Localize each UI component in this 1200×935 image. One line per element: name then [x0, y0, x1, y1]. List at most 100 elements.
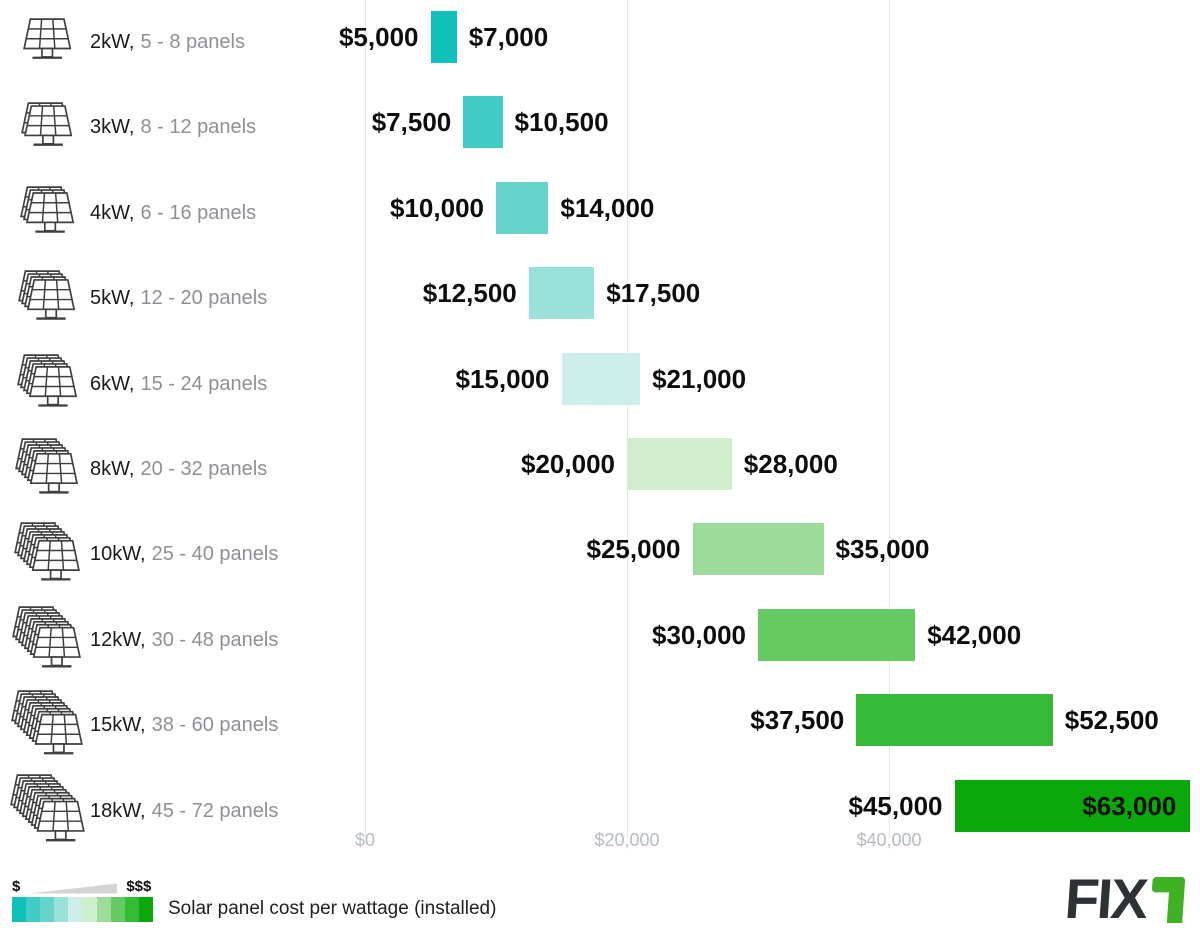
row-panel-count: 5 - 8 panels [140, 31, 245, 53]
row-system-size: 18kW, [90, 799, 146, 822]
chart-row: 6kW, 15 - 24 panels $15,000 $21,000 [0, 342, 1200, 427]
chart-row: 3kW, 8 - 12 panels $7,500 $10,500 [0, 85, 1200, 170]
row-label: 5kW, 12 - 20 panels [90, 256, 267, 341]
solar-panel-stack-icon [15, 438, 79, 494]
cost-range-bar [463, 96, 503, 149]
cost-range-bar [528, 267, 595, 320]
row-label: 12kW, 30 - 48 panels [90, 598, 278, 683]
row-icon [8, 512, 88, 597]
row-panel-count: 12 - 20 panels [140, 287, 268, 310]
color-scale-swatch [54, 897, 69, 922]
x-axis-tick-label: $40,000 [856, 830, 922, 850]
color-scale-swatch [26, 897, 41, 922]
row-label: 2kW, 5 - 8 panels [90, 0, 245, 85]
solar-panel-stack-icon [12, 606, 82, 668]
solar-panel-stack-icon [16, 354, 77, 407]
logo-mirrored-r-icon [1151, 877, 1186, 923]
row-icon [8, 427, 88, 512]
min-cost-label: $12,500 [422, 278, 517, 309]
row-icon [8, 256, 88, 341]
cost-range-bar [627, 438, 732, 490]
min-cost-label: $45,000 [848, 790, 943, 821]
row-system-size: 3kW, [90, 116, 135, 139]
row-panel-count: 8 - 12 panels [140, 116, 257, 139]
row-panel-count: 38 - 60 panels [151, 714, 279, 737]
cost-range-bar [856, 694, 1053, 747]
cost-range-bar [954, 779, 1191, 832]
max-cost-label: $7,000 [468, 22, 549, 52]
gridline [365, 0, 366, 838]
max-cost-label: $35,000 [835, 534, 930, 565]
legend-max-symbol: $$$ [126, 878, 152, 895]
row-system-size: 6kW, [90, 372, 135, 395]
chart-row: 5kW, 12 - 20 panels $12,500 $17,500 [0, 256, 1200, 341]
min-cost-label: $5,000 [338, 22, 419, 52]
max-cost-label: $14,000 [560, 192, 655, 223]
max-cost-label: $21,000 [652, 363, 747, 394]
row-label: 18kW, 45 - 72 panels [90, 769, 278, 854]
row-panel-count: 15 - 24 panels [140, 372, 268, 395]
legend-min-symbol: $ [12, 878, 21, 895]
color-scale-swatch [124, 897, 139, 922]
legend: $ $$$ [12, 876, 153, 922]
min-cost-label: $10,000 [390, 192, 484, 223]
solar-panel-stack-icon [13, 522, 80, 581]
row-label: 10kW, 25 - 40 panels [90, 512, 278, 597]
chart-caption: Solar panel cost per wattage (installed) [168, 898, 497, 919]
min-cost-label: $37,500 [750, 705, 845, 736]
color-scale-swatch [68, 897, 83, 922]
cost-range-bar [692, 523, 824, 576]
min-cost-label: $25,000 [586, 534, 681, 565]
cost-range-bar [561, 352, 641, 405]
row-icon [8, 85, 88, 170]
x-axis-tick-label: $20,000 [594, 830, 660, 850]
row-label: 15kW, 38 - 60 panels [90, 683, 278, 768]
chart-row: 10kW, 25 - 40 panels $25,000 $35,000 [0, 512, 1200, 597]
row-panel-count: 6 - 16 panels [140, 201, 257, 224]
color-scale-swatch [110, 897, 125, 922]
row-icon [8, 683, 88, 768]
max-cost-label: $17,500 [606, 278, 701, 309]
row-system-size: 12kW, [90, 628, 146, 651]
color-scale-swatch [40, 897, 55, 922]
gridline [889, 0, 890, 838]
max-cost-label: $28,000 [743, 449, 838, 479]
price-scale: $ $$$ [12, 876, 153, 894]
row-system-size: 15kW, [90, 714, 146, 737]
row-icon [8, 171, 88, 256]
chart-row: 4kW, 6 - 16 panels $10,000 $14,000 [0, 171, 1200, 256]
row-system-size: 10kW, [90, 543, 146, 566]
solar-panel-stack-icon [9, 773, 85, 842]
color-scale-swatch [138, 897, 153, 922]
max-cost-label: $52,500 [1064, 705, 1159, 736]
row-icon [8, 769, 88, 854]
solar-panel-stack-icon [19, 186, 75, 233]
color-scale-swatch [12, 897, 27, 922]
row-label: 8kW, 20 - 32 panels [90, 427, 267, 512]
min-cost-label: $7,500 [371, 107, 452, 138]
fixr-logo: FIX [1063, 867, 1186, 930]
row-system-size: 5kW, [90, 287, 135, 310]
min-cost-label: $20,000 [521, 449, 615, 479]
solar-panel-stack-icon [22, 18, 72, 60]
row-icon [8, 598, 88, 683]
chart-row: 2kW, 5 - 8 panels $5,000 $7,000 [0, 0, 1200, 85]
row-label: 3kW, 8 - 12 panels [90, 85, 256, 170]
row-panel-count: 20 - 32 panels [140, 458, 268, 480]
cost-range-bar [496, 181, 549, 234]
row-system-size: 8kW, [90, 458, 135, 480]
max-cost-label: $63,000 [1082, 790, 1177, 821]
row-label: 6kW, 15 - 24 panels [90, 342, 267, 427]
row-system-size: 4kW, [90, 201, 135, 224]
color-scale-strip [12, 897, 153, 922]
color-scale-swatch [82, 897, 97, 922]
chart-row: 15kW, 38 - 60 panels $37,500 $52,500 [0, 683, 1200, 768]
chart-row: 8kW, 20 - 32 panels $20,000 $28,000 [0, 427, 1200, 512]
solar-panel-stack-icon [21, 102, 73, 147]
chart-row: 18kW, 45 - 72 panels $45,000 $63,000 [0, 769, 1200, 854]
max-cost-label: $10,500 [514, 107, 609, 138]
chart-row: 12kW, 30 - 48 panels $30,000 $42,000 [0, 598, 1200, 683]
row-label: 4kW, 6 - 16 panels [90, 171, 256, 256]
cost-range-bar [758, 608, 916, 661]
